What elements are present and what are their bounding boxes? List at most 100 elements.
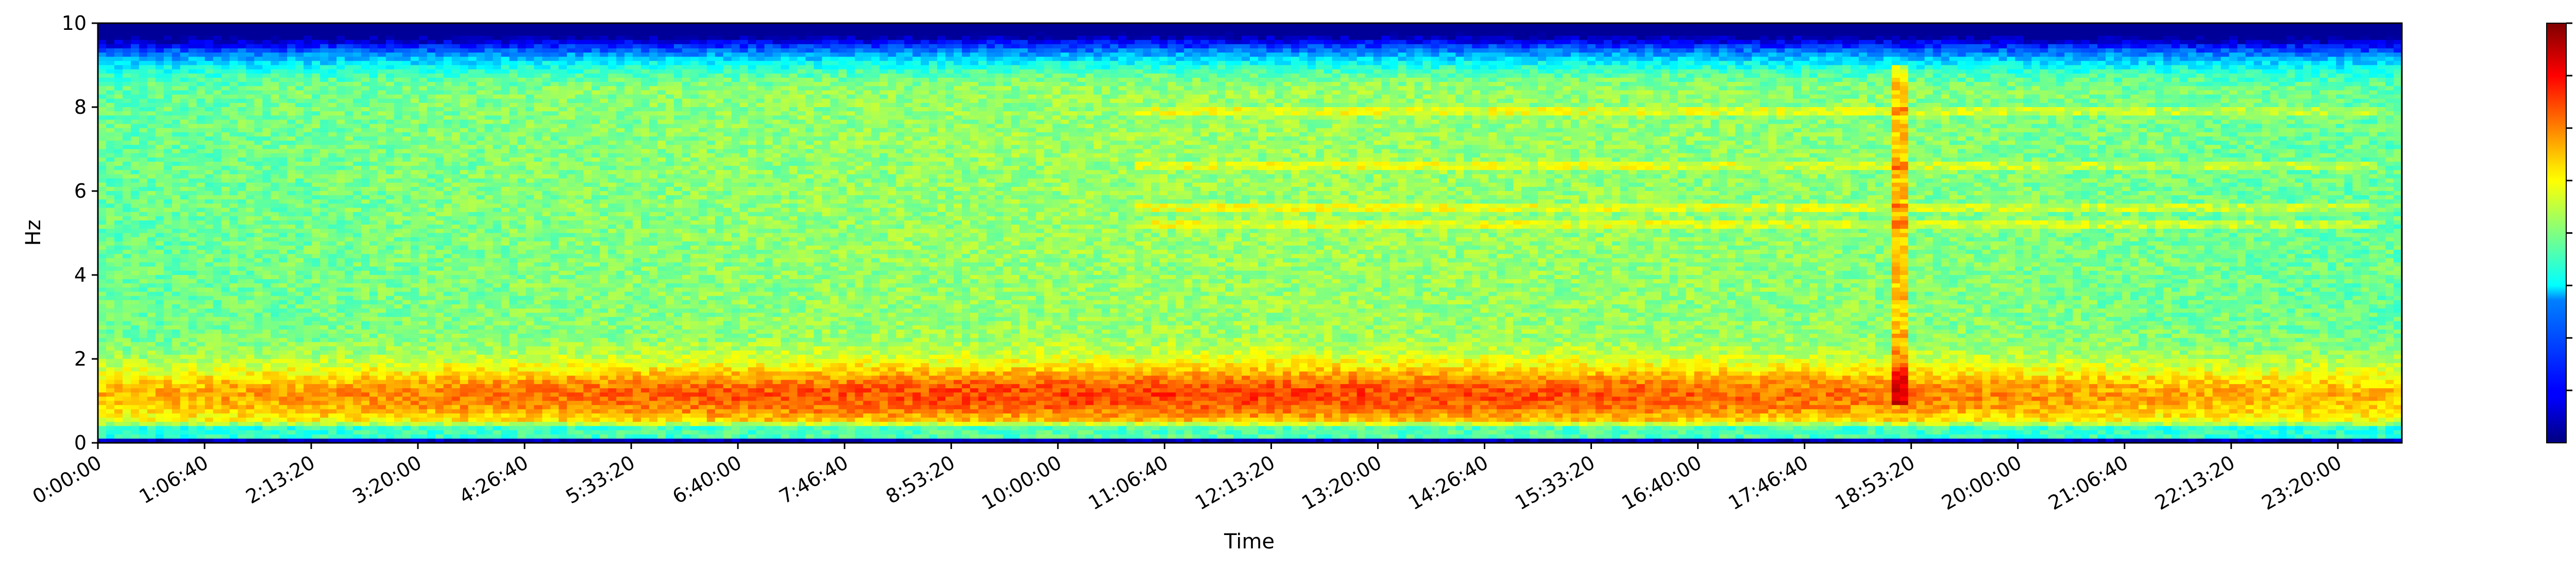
heatmap-cell — [361, 48, 370, 53]
heatmap-cell — [295, 141, 304, 145]
heatmap-cell — [229, 94, 239, 99]
heatmap-cell — [451, 153, 461, 158]
heatmap-cell — [303, 233, 312, 238]
heatmap-cell — [106, 178, 115, 183]
heatmap-cell — [501, 69, 510, 74]
heatmap-cell — [336, 313, 345, 318]
heatmap-cell — [106, 182, 115, 187]
heatmap-cell — [460, 405, 469, 410]
heatmap-cell — [205, 434, 214, 439]
heatmap-cell — [336, 346, 345, 351]
heatmap-cell — [238, 229, 247, 234]
heatmap-cell — [303, 229, 312, 234]
heatmap-cell — [106, 220, 115, 225]
heatmap-cell — [320, 354, 329, 359]
heatmap-cell — [402, 266, 411, 271]
heatmap-cell — [180, 363, 189, 368]
heatmap-cell — [369, 375, 378, 381]
heatmap-cell — [427, 354, 436, 359]
heatmap-cell — [139, 48, 148, 53]
heatmap-cell — [484, 254, 494, 258]
heatmap-cell — [418, 422, 428, 426]
heatmap-cell — [328, 325, 337, 330]
heatmap-cell — [378, 388, 386, 393]
heatmap-cell — [287, 161, 296, 166]
heatmap-cell — [476, 338, 485, 342]
heatmap-cell — [410, 392, 419, 397]
heatmap-cell — [336, 182, 345, 187]
heatmap-cell — [394, 149, 403, 154]
heatmap-cell — [246, 77, 255, 82]
heatmap-cell — [196, 241, 206, 246]
heatmap-cell — [295, 195, 304, 200]
heatmap-cell — [254, 44, 263, 49]
heatmap-cell — [451, 98, 461, 104]
heatmap-cell — [155, 367, 164, 372]
heatmap-cell — [345, 191, 353, 196]
heatmap-cell — [435, 237, 444, 242]
heatmap-cell — [188, 426, 197, 431]
heatmap-cell — [172, 145, 181, 150]
heatmap-cell — [468, 279, 477, 284]
heatmap-cell — [147, 291, 156, 297]
heatmap-cell — [205, 275, 214, 280]
heatmap-cell — [345, 149, 353, 154]
heatmap-cell — [270, 182, 279, 187]
heatmap-cell — [98, 98, 107, 104]
heatmap-cell — [386, 250, 395, 254]
heatmap-cell — [254, 23, 263, 28]
heatmap-cell — [361, 375, 370, 381]
heatmap-cell — [402, 149, 411, 154]
heatmap-cell — [369, 317, 378, 322]
heatmap-cell — [122, 279, 131, 284]
heatmap-cell — [476, 317, 485, 322]
heatmap-cell — [443, 338, 452, 342]
heatmap-cell — [484, 363, 494, 368]
heatmap-cell — [328, 86, 337, 91]
heatmap-cell — [484, 388, 494, 393]
heatmap-cell — [139, 149, 148, 154]
heatmap-cell — [155, 132, 164, 137]
heatmap-cell — [98, 90, 107, 95]
heatmap-cell — [386, 220, 395, 225]
heatmap-cell — [460, 438, 469, 443]
heatmap-cell — [205, 229, 214, 234]
heatmap-cell — [279, 115, 287, 120]
heatmap-cell — [229, 102, 239, 108]
heatmap-cell — [180, 254, 189, 258]
heatmap-cell — [122, 53, 131, 57]
heatmap-cell — [460, 413, 469, 418]
heatmap-cell — [114, 128, 123, 133]
heatmap-cell — [205, 170, 214, 175]
heatmap-cell — [270, 250, 279, 254]
heatmap-cell — [443, 245, 452, 250]
heatmap-cell — [460, 86, 469, 91]
heatmap-cell — [106, 279, 115, 284]
heatmap-cell — [147, 304, 156, 309]
heatmap-cell — [460, 220, 469, 225]
heatmap-cell — [501, 418, 510, 422]
heatmap-cell — [303, 262, 312, 267]
heatmap-cell — [353, 300, 362, 305]
heatmap-cell — [402, 434, 411, 439]
heatmap-cell — [279, 245, 287, 250]
heatmap-cell — [328, 115, 337, 120]
heatmap-cell — [451, 36, 461, 41]
heatmap-cell — [287, 245, 296, 250]
heatmap-cell — [205, 262, 214, 267]
heatmap-cell — [410, 216, 419, 221]
heatmap-cell — [427, 304, 436, 309]
heatmap-cell — [394, 124, 403, 129]
heatmap-cell — [320, 170, 329, 175]
heatmap-cell — [130, 53, 140, 57]
heatmap-cell — [394, 199, 403, 204]
heatmap-cell — [270, 69, 279, 74]
heatmap-cell — [188, 77, 197, 82]
heatmap-cell — [221, 203, 230, 209]
heatmap-cell — [122, 203, 131, 209]
heatmap-cell — [98, 157, 107, 162]
heatmap-cell — [172, 94, 181, 99]
heatmap-cell — [460, 237, 469, 242]
heatmap-cell — [476, 61, 485, 66]
heatmap-cell — [402, 128, 411, 133]
